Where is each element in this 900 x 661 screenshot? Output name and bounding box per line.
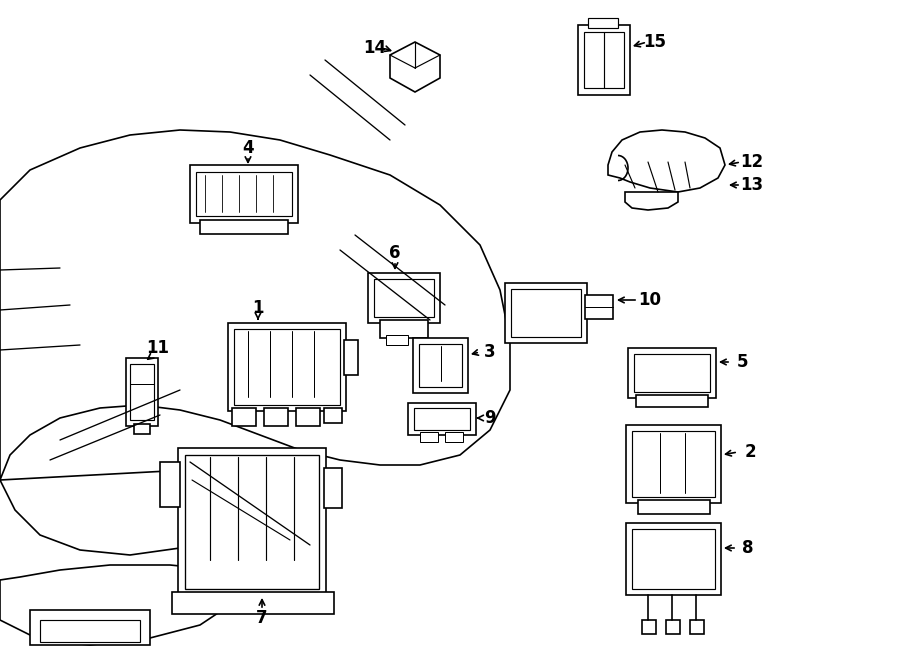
Bar [200, 220, 288, 234]
Bar [626, 523, 721, 595]
Bar [228, 323, 346, 411]
Bar [636, 395, 708, 407]
Bar [634, 354, 710, 392]
Text: 6: 6 [389, 244, 400, 262]
Bar [368, 273, 440, 323]
Bar [413, 338, 468, 393]
Bar [585, 295, 613, 319]
Text: 15: 15 [644, 33, 667, 51]
Text: 14: 14 [364, 39, 387, 57]
Text: 13: 13 [741, 176, 763, 194]
Text: 9: 9 [484, 409, 496, 427]
Bar [420, 432, 438, 442]
Bar [160, 462, 180, 507]
Bar [511, 289, 581, 337]
Bar [172, 592, 334, 614]
Text: 2: 2 [744, 443, 756, 461]
Bar [419, 344, 462, 387]
Polygon shape [625, 192, 678, 210]
Bar [414, 408, 470, 430]
Bar [126, 358, 158, 426]
Bar [408, 403, 476, 435]
Text: 11: 11 [147, 339, 169, 357]
Text: 7: 7 [256, 609, 268, 627]
Bar [445, 432, 463, 442]
Polygon shape [608, 130, 725, 192]
Bar [626, 425, 721, 503]
Text: 4: 4 [242, 139, 254, 157]
Bar [666, 620, 680, 634]
Bar [196, 172, 292, 216]
Bar [632, 529, 715, 589]
Bar [324, 408, 342, 423]
Bar [40, 620, 140, 642]
Bar [588, 18, 618, 28]
Text: 8: 8 [742, 539, 754, 557]
Bar [232, 408, 256, 426]
Bar [344, 340, 358, 375]
Bar [296, 408, 320, 426]
Bar [190, 165, 298, 223]
Bar [628, 348, 716, 398]
Bar [386, 335, 408, 345]
Text: 1: 1 [252, 299, 264, 317]
Bar [185, 455, 319, 589]
Bar [374, 279, 434, 317]
Text: 12: 12 [741, 153, 763, 171]
Bar [324, 468, 342, 508]
Bar [130, 364, 154, 420]
Bar [134, 424, 150, 434]
Bar [638, 500, 710, 514]
Bar [30, 610, 150, 645]
Bar [642, 620, 656, 634]
Bar [578, 25, 630, 95]
Bar [234, 329, 340, 405]
Text: 3: 3 [484, 343, 496, 361]
Bar [264, 408, 288, 426]
Bar [380, 320, 428, 338]
Polygon shape [390, 42, 440, 92]
Bar [584, 32, 624, 88]
Bar [690, 620, 704, 634]
Text: 10: 10 [638, 291, 662, 309]
Bar [505, 283, 587, 343]
Text: 5: 5 [736, 353, 748, 371]
Bar [632, 431, 715, 497]
Bar [178, 448, 326, 596]
